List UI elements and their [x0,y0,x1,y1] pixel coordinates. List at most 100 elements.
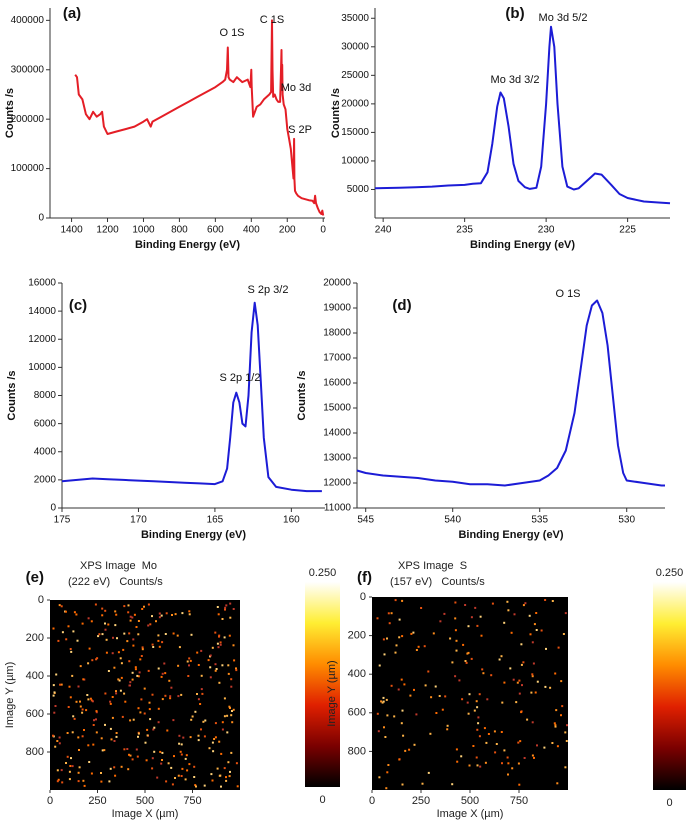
image-pixel [215,668,218,670]
image-pixel [229,602,232,605]
image-pixel [531,641,534,644]
image-pixel [104,622,106,625]
image-pixel [432,632,435,635]
image-pixel [203,784,206,787]
image-pixel [531,721,534,724]
peak-annotation: S 2p 1/2 [220,372,261,384]
image-pixel [412,631,415,634]
image-pixel [131,758,134,761]
image-pixel [95,731,98,734]
colorbar [653,582,686,790]
image-pixel [147,669,150,672]
image-pixel [78,749,80,751]
image-pixel [524,602,527,605]
image-pixel [77,685,80,688]
y-axis-label: Counts /s [296,370,308,420]
image-pixel [438,695,441,697]
spectrum-line [61,301,322,493]
image-pixel [212,750,215,753]
image-pixel [216,606,219,608]
image-pixel [166,729,169,732]
image-pixel [68,685,71,688]
image-pixel [230,714,233,717]
image-pixel [519,740,522,743]
image-pixel [95,658,98,661]
x-tick-label: 225 [619,225,636,236]
image-pixel [56,780,59,783]
image-pixel [223,715,226,718]
image-pixel [474,606,477,609]
image-pixel [540,629,543,632]
image-pixel [152,646,155,648]
image-pixel [451,661,454,664]
peak-annotation: Mo 3d 5/2 [539,12,588,24]
image-pixel [127,604,130,607]
image-pixel [132,644,135,647]
y-tick-label: 20000 [323,278,351,289]
image-pixel [403,683,406,686]
spectrum-line [374,25,671,205]
image-pixel [429,732,432,735]
image-pixel [101,633,104,636]
image-pixel [506,756,509,759]
image-pixel [109,702,112,705]
peak-annotation: S 2P [288,124,312,136]
image-pixel [460,755,463,758]
image-pixel [170,766,173,769]
image-pixel [521,684,523,687]
image-pixel [143,605,145,608]
x-axis-label: Binding Energy (eV) [458,529,563,541]
image-pixel [404,749,407,752]
image-pixel [553,722,556,725]
image-pixel [137,633,140,636]
image-pixel [103,749,106,752]
image-pixel [211,779,214,782]
x-tick-label: 165 [207,515,224,526]
x-tick-label: 0 [47,795,53,807]
image-pixel [92,724,95,726]
image-pixel [556,745,559,748]
y-tick-label: 15000 [323,403,351,414]
y-axis-label: Image Y (µm) [4,662,16,728]
image-pixel [143,687,146,690]
image-pixel [72,715,75,718]
image-pixel [69,648,72,650]
image-pixel [209,654,212,657]
image-pixel [462,643,465,646]
image-pixel [444,695,447,698]
image-pixel [503,681,506,684]
image-pixel [131,616,134,619]
image-pixel [77,771,80,774]
image-pixel [535,612,538,614]
image-pixel [536,680,539,683]
image-pixel [160,675,163,678]
image-pixel [188,613,191,616]
image-pixel [164,672,167,675]
image-pixel [180,775,183,777]
image-pixel [151,643,154,646]
image-pixel [216,642,219,645]
image-pixel [190,633,193,636]
image-pixel [555,709,558,712]
image-pixel [135,748,138,751]
image-pixel [156,776,159,779]
image-pixel [188,664,190,667]
y-tick-label: 300000 [11,64,45,75]
image-pixel [129,754,132,757]
x-axis-label: Binding Energy (eV) [135,239,240,251]
image-pixel [454,629,457,632]
image-pixel [443,612,446,615]
image-pixel [64,610,67,613]
image-pixel [230,751,233,754]
image-pixel [481,668,484,671]
image-pixel [402,734,405,737]
image-pixel [441,708,444,711]
image-pixel [193,765,196,768]
image-pixel [224,606,227,609]
image-pixel [69,765,72,767]
x-tick-label: 540 [444,515,461,526]
image-pixel [224,608,226,611]
y-tick-label: 30000 [341,41,369,52]
image-pixel [82,779,85,782]
y-tick-label: 10000 [341,156,369,167]
